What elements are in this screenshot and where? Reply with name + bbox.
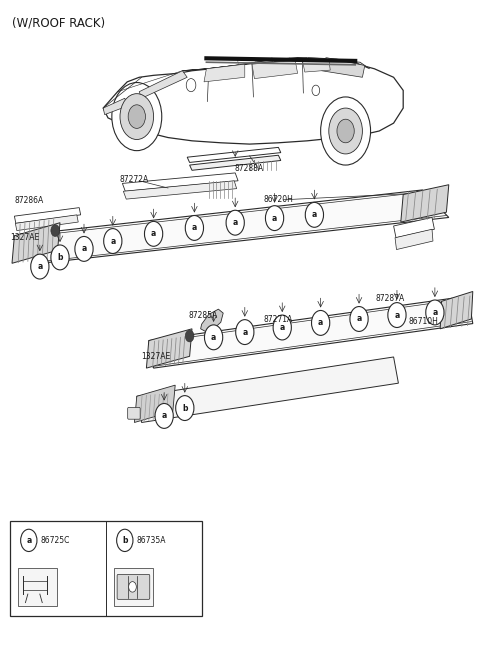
Text: b: b	[57, 253, 63, 262]
Text: 1327AE: 1327AE	[11, 233, 40, 242]
Polygon shape	[14, 190, 449, 263]
Text: 86720H: 86720H	[263, 195, 293, 204]
Circle shape	[312, 310, 330, 335]
Circle shape	[144, 221, 163, 246]
Circle shape	[204, 325, 223, 350]
Polygon shape	[137, 357, 398, 422]
Polygon shape	[204, 64, 245, 82]
Text: a: a	[110, 236, 115, 246]
Circle shape	[321, 97, 371, 165]
Text: (W/ROOF RACK): (W/ROOF RACK)	[12, 16, 105, 29]
Text: 86725C: 86725C	[41, 536, 70, 545]
Circle shape	[31, 254, 49, 279]
Polygon shape	[123, 181, 237, 199]
Polygon shape	[201, 309, 223, 331]
Polygon shape	[14, 208, 81, 223]
Circle shape	[426, 300, 444, 325]
Circle shape	[186, 79, 196, 92]
Circle shape	[21, 529, 37, 552]
Text: 87271A: 87271A	[263, 315, 292, 324]
Polygon shape	[302, 59, 330, 72]
FancyBboxPatch shape	[117, 574, 150, 599]
FancyBboxPatch shape	[18, 568, 57, 606]
Circle shape	[312, 85, 320, 96]
Circle shape	[176, 396, 194, 421]
Text: a: a	[162, 411, 167, 421]
Text: 87272A: 87272A	[119, 175, 148, 184]
Circle shape	[265, 206, 284, 231]
Text: a: a	[37, 262, 42, 271]
Text: a: a	[242, 328, 247, 337]
Text: a: a	[432, 308, 437, 317]
Polygon shape	[103, 58, 403, 144]
Circle shape	[51, 245, 69, 270]
Polygon shape	[322, 58, 365, 77]
Text: 87286A: 87286A	[14, 196, 44, 205]
Circle shape	[75, 236, 93, 261]
Circle shape	[185, 215, 204, 240]
Circle shape	[305, 202, 324, 227]
Text: a: a	[280, 323, 285, 332]
Circle shape	[273, 315, 291, 340]
FancyBboxPatch shape	[114, 568, 153, 606]
Circle shape	[226, 210, 244, 235]
Text: 87287A: 87287A	[375, 293, 405, 303]
Text: 86710H: 86710H	[409, 317, 439, 326]
Polygon shape	[103, 98, 127, 115]
Polygon shape	[401, 185, 449, 222]
Text: b: b	[122, 536, 128, 545]
Polygon shape	[394, 217, 434, 238]
Polygon shape	[252, 60, 298, 79]
Text: a: a	[233, 218, 238, 227]
Polygon shape	[187, 147, 281, 162]
Text: a: a	[211, 333, 216, 342]
Circle shape	[236, 320, 254, 345]
Polygon shape	[182, 58, 370, 71]
Text: 87288A: 87288A	[234, 164, 264, 173]
Text: a: a	[151, 229, 156, 238]
Polygon shape	[440, 291, 473, 329]
Circle shape	[51, 225, 60, 236]
Circle shape	[155, 403, 173, 428]
Circle shape	[120, 94, 154, 140]
Text: a: a	[192, 223, 197, 233]
Polygon shape	[146, 329, 192, 368]
Circle shape	[185, 330, 194, 342]
Text: a: a	[82, 244, 86, 253]
Polygon shape	[190, 155, 281, 170]
Circle shape	[337, 119, 354, 143]
Circle shape	[350, 307, 368, 331]
Polygon shape	[395, 229, 433, 250]
Circle shape	[104, 229, 122, 253]
Polygon shape	[12, 223, 60, 263]
FancyBboxPatch shape	[10, 521, 202, 616]
Text: a: a	[272, 214, 277, 223]
Circle shape	[128, 105, 145, 128]
Polygon shape	[122, 173, 238, 191]
Circle shape	[117, 529, 133, 552]
Text: b: b	[182, 403, 188, 413]
Text: a: a	[26, 536, 31, 545]
Polygon shape	[15, 215, 78, 231]
Polygon shape	[134, 385, 175, 422]
Text: a: a	[312, 210, 317, 219]
Circle shape	[329, 108, 362, 154]
Text: 1327AE: 1327AE	[142, 352, 171, 362]
Polygon shape	[139, 71, 187, 98]
Text: a: a	[318, 318, 323, 328]
Text: 87285A: 87285A	[188, 311, 217, 320]
FancyBboxPatch shape	[128, 407, 140, 419]
Circle shape	[388, 303, 406, 328]
Circle shape	[129, 582, 136, 592]
Text: a: a	[395, 310, 399, 320]
Circle shape	[112, 83, 162, 151]
Polygon shape	[149, 296, 473, 368]
Text: a: a	[357, 314, 361, 324]
Text: 86735A: 86735A	[137, 536, 166, 545]
